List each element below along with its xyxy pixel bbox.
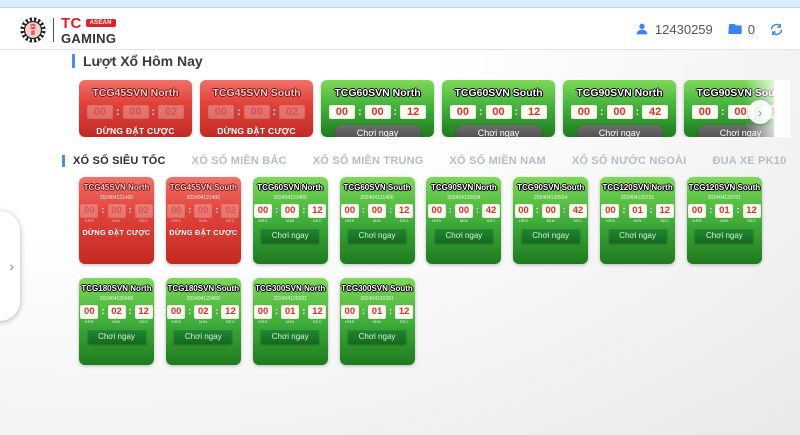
svg-text:盟: 盟 <box>31 30 35 35</box>
